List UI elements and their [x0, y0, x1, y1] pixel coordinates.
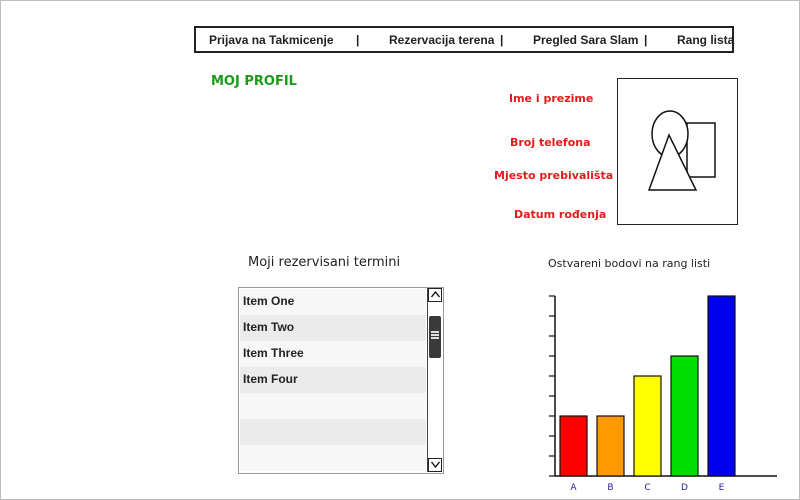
nav-separator: |	[356, 33, 360, 47]
x-tick-label: C	[644, 483, 650, 493]
avatar[interactable]	[617, 78, 738, 225]
list-item[interactable]	[240, 393, 426, 419]
bar-c	[633, 375, 662, 477]
x-tick-label: D	[681, 483, 688, 493]
nav-item-rang-lista[interactable]: Rang lista	[677, 33, 735, 47]
scroll-thumb[interactable]	[429, 316, 441, 358]
scroll-down-icon[interactable]	[428, 458, 442, 472]
page-title: MOJ PROFIL	[211, 74, 297, 89]
field-phone-label: Broj telefona	[510, 136, 591, 149]
reservations-title: Moji rezervisani termini	[248, 255, 401, 270]
list-item[interactable]: Item Three	[240, 341, 426, 367]
bar-a	[559, 415, 588, 477]
points-bar-chart: A B C D E	[549, 295, 777, 493]
list-item[interactable]: Item One	[240, 289, 426, 315]
field-residence-label: Mjesto prebivališta	[494, 169, 614, 182]
image-placeholder-icon	[647, 110, 716, 191]
chart-title: Ostvareni bodovi na rang listi	[548, 257, 711, 270]
list-scrollbar[interactable]	[427, 288, 443, 472]
scroll-up-icon[interactable]	[428, 288, 442, 302]
bar-b	[596, 415, 625, 477]
list-item[interactable]	[240, 419, 426, 445]
x-tick-label: B	[607, 483, 613, 493]
bar-e	[707, 295, 736, 477]
reservations-list[interactable]: Item One Item Two Item Three Item Four	[238, 287, 444, 474]
field-name-label: Ime i prezime	[509, 92, 594, 105]
top-navigation: Prijava na Takmicenje | Rezervacija tere…	[194, 26, 734, 53]
nav-item-rezervacija[interactable]: Rezervacija terena	[389, 33, 495, 47]
x-tick-label: A	[570, 483, 577, 493]
field-birthdate-label: Datum rođenja	[514, 208, 607, 221]
list-item[interactable]: Item Two	[240, 315, 426, 341]
nav-separator: |	[500, 33, 504, 47]
x-tick-label: E	[719, 483, 725, 493]
nav-item-prijava[interactable]: Prijava na Takmicenje	[209, 33, 334, 47]
list-item[interactable]: Item Four	[240, 367, 426, 393]
list-item[interactable]	[240, 445, 426, 471]
bar-d	[670, 355, 699, 477]
nav-item-pregled[interactable]: Pregled Sara Slam	[533, 33, 639, 47]
nav-separator: |	[644, 33, 648, 47]
